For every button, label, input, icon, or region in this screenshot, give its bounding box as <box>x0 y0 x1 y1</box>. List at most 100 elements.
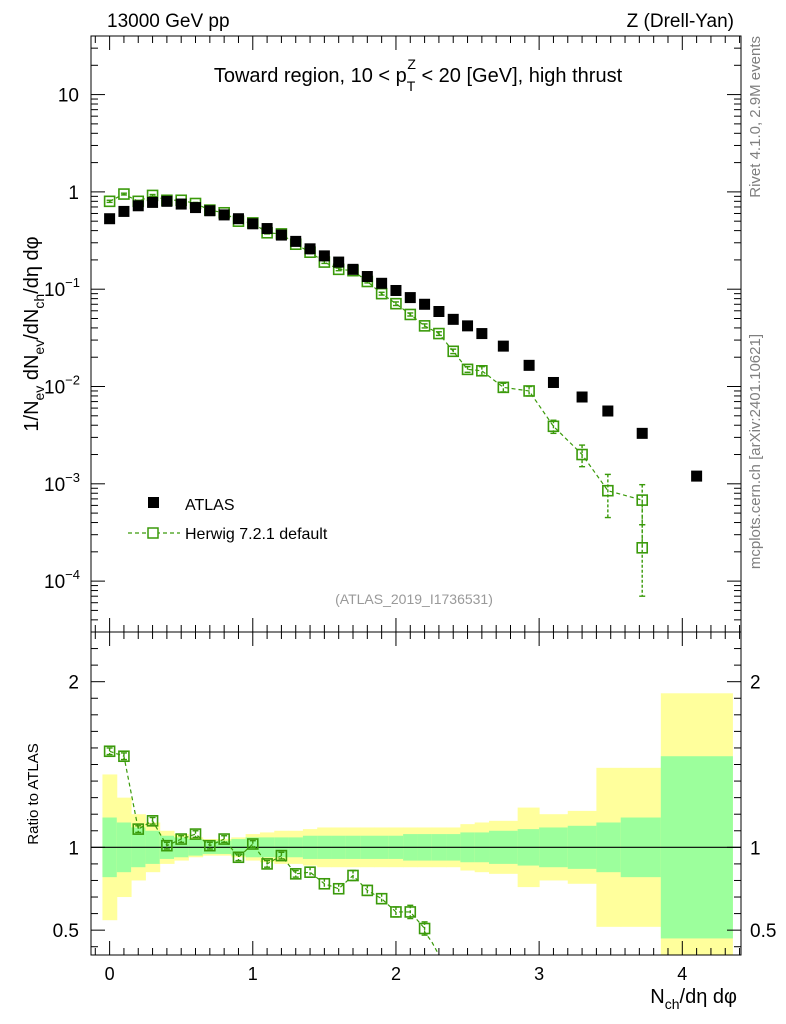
ratio-herwig-point <box>218 833 230 845</box>
atlas-point <box>161 195 173 207</box>
legend-herwig-marker <box>147 527 159 539</box>
atlas-point <box>232 213 244 225</box>
main-y-tick-label: 1 <box>68 183 79 204</box>
ratio-herwig-point <box>390 906 402 918</box>
atlas-point <box>247 218 259 230</box>
herwig-point <box>447 345 460 358</box>
herwig-point <box>576 448 588 461</box>
atlas-point <box>602 405 614 417</box>
legend-herwig-label: Herwig 7.2.1 default <box>185 526 328 543</box>
atlas-point <box>104 213 116 225</box>
ratio-herwig-point <box>103 745 116 758</box>
ratio-herwig-point <box>232 851 245 864</box>
herwig-point <box>118 188 130 200</box>
ratio-y-tick-label: 1 <box>68 838 79 859</box>
ratio-herwig-point <box>347 869 359 882</box>
x-tick-label: 2 <box>391 964 401 984</box>
herwig-line <box>109 193 643 548</box>
ratio-y-tick-label-right: 0.5 <box>750 921 776 942</box>
ratio-herwig-point <box>246 838 259 850</box>
atlas-point <box>497 340 509 352</box>
ratio-y-tick-label-right: 2 <box>750 673 761 694</box>
ratio-herwig-point <box>361 884 374 897</box>
legend-atlas-marker <box>148 497 159 508</box>
atlas-point <box>361 271 373 283</box>
ratio-herwig-point <box>318 877 331 890</box>
main-y-tick-label: 10−4 <box>44 567 80 593</box>
main-y-tick-label: 10−1 <box>44 275 80 301</box>
herwig-point <box>547 420 560 433</box>
ratio-y-axis-label: Ratio to ATLAS <box>25 743 42 844</box>
ratio-y-tick-label: 2 <box>68 673 79 694</box>
ratio-y-tick-label: 0.5 <box>53 921 79 942</box>
main-title: Toward region, 10 < pTZ < 20 [GeV], high… <box>214 56 623 94</box>
ratio-y-tick-label-right: 1 <box>750 838 761 859</box>
legend: ATLAS Herwig 7.2.1 default <box>128 497 328 543</box>
ratio-herwig-point <box>146 815 159 827</box>
ratio-herwig-point <box>304 866 316 878</box>
atlas-point <box>333 256 345 268</box>
x-tick-label: 3 <box>534 964 544 984</box>
atlas-point <box>462 320 474 332</box>
atlas-point <box>636 427 648 439</box>
atlas-point <box>175 198 187 210</box>
herwig-point <box>523 385 535 397</box>
main-y-axis-label: 1/Nev dNev/dNch/dη dφ <box>21 236 47 431</box>
source-label: mcplots.cern.ch [arXiv:2401.10621] <box>747 334 764 569</box>
main-y-tick-label: 10−3 <box>44 470 80 496</box>
ratio-herwig-point <box>375 892 388 905</box>
ratio-herwig-point <box>132 823 145 835</box>
energy-label: 13000 GeV pp <box>107 11 230 32</box>
ratio-herwig-point <box>261 858 273 870</box>
ratio-panel: 0 1 2 3 4 0.5 0.5 1 1 2 2 Ratio to ATLAS Nch/dη dφ <box>25 631 776 1012</box>
herwig-point <box>476 365 488 377</box>
ratio-herwig-point <box>418 922 431 935</box>
atlas-point <box>376 277 388 289</box>
atlas-point <box>523 359 535 371</box>
main-y-tick-label: 10 <box>58 86 79 107</box>
ratio-frame <box>90 631 742 956</box>
ratio-herwig-point <box>175 833 187 845</box>
main-y-tick-label: 10−2 <box>44 373 80 399</box>
ratio-herwig-line <box>109 750 440 956</box>
herwig-point <box>418 320 431 332</box>
process-label: Z (Drell-Yan) <box>627 11 734 32</box>
herwig-point <box>103 195 116 208</box>
x-tick-label: 0 <box>105 964 115 984</box>
main-panel: 10−4 10−3 10−2 10−1 1 10 Toward region, 10 < … <box>21 35 742 633</box>
atlas-point <box>476 328 488 340</box>
herwig-point <box>497 381 510 394</box>
rivet-version-label: Rivet 4.1.0, 2.9M events <box>747 36 764 198</box>
atlas-point <box>576 391 588 403</box>
atlas-point <box>547 376 559 388</box>
atlas-point <box>204 205 216 217</box>
atlas-point <box>304 243 316 255</box>
analysis-watermark: (ATLAS_2019_I1736531) <box>335 591 493 607</box>
ratio-herwig-point <box>161 839 173 852</box>
atlas-point <box>691 470 703 482</box>
herwig-point <box>404 308 417 321</box>
herwig-point <box>636 542 649 554</box>
herwig-point <box>602 484 614 497</box>
herwig-point <box>636 494 649 506</box>
atlas-point <box>218 209 230 221</box>
ratio-herwig-point <box>332 882 345 895</box>
atlas-point <box>147 196 159 208</box>
atlas-point <box>347 263 359 275</box>
atlas-point <box>390 284 402 296</box>
atlas-point <box>118 205 130 217</box>
atlas-point <box>318 250 330 262</box>
ratio-herwig-point <box>189 828 202 840</box>
x-axis-label: Nch/dη dφ <box>650 986 737 1012</box>
atlas-point <box>132 200 144 212</box>
legend-atlas-label: ATLAS <box>185 497 235 514</box>
atlas-point <box>190 202 202 214</box>
herwig-point <box>461 363 474 376</box>
herwig-point <box>390 297 402 310</box>
ratio-herwig-point <box>289 868 302 880</box>
x-tick-label: 1 <box>248 964 258 984</box>
x-tick-label: 4 <box>677 964 687 984</box>
atlas-point <box>290 235 302 247</box>
ratio-herwig-point <box>204 839 216 852</box>
